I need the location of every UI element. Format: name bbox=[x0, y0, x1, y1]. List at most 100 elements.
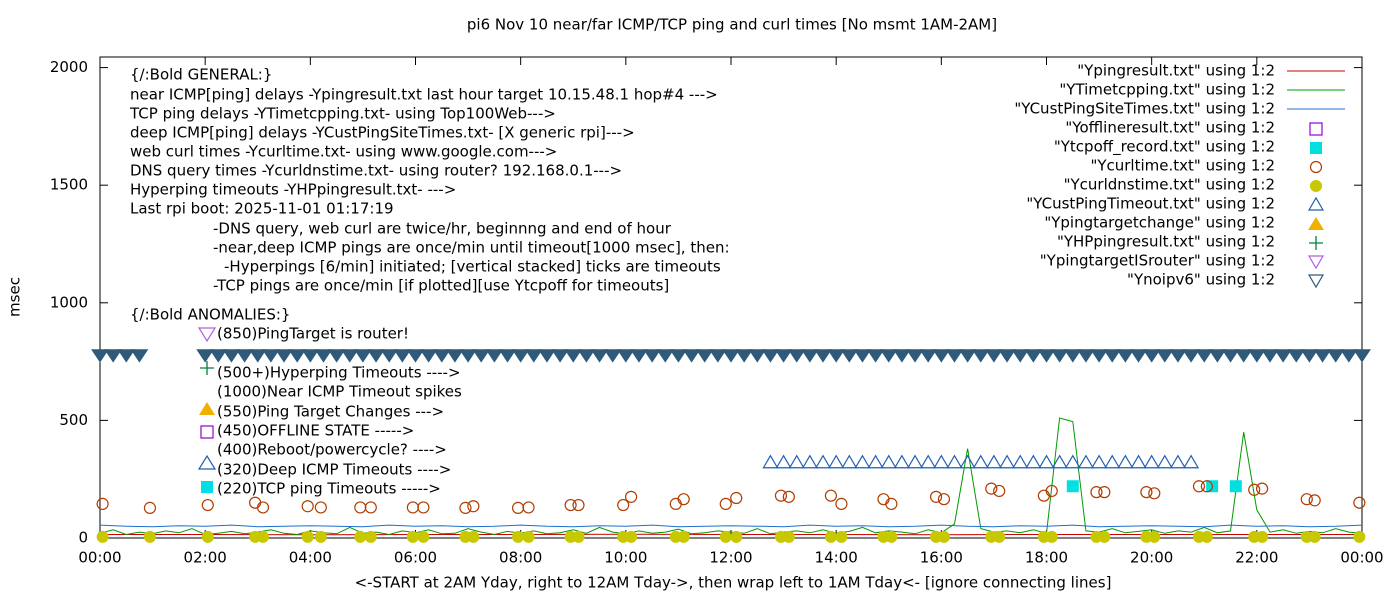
marker-down-triangle bbox=[564, 349, 583, 363]
marker-dot bbox=[824, 530, 837, 543]
annotation-markers bbox=[197, 327, 217, 493]
marker-down-triangle bbox=[1195, 349, 1214, 363]
y-axis-label: msec bbox=[6, 277, 24, 317]
legend-label: "Ytcpoff_record.txt" using 1:2 bbox=[1054, 138, 1275, 157]
marker-down-triangle bbox=[393, 349, 412, 363]
marker-circle bbox=[782, 490, 795, 503]
marker-down-triangle bbox=[616, 349, 635, 363]
marker-down-triangle bbox=[866, 349, 885, 363]
marker-down-triangle bbox=[919, 349, 938, 363]
marker-triangle bbox=[946, 454, 963, 469]
marker-down-triangle bbox=[196, 349, 215, 363]
marker-down-triangle bbox=[590, 349, 609, 363]
marker-circle bbox=[301, 500, 314, 513]
marker-triangle bbox=[906, 454, 924, 469]
marker-down-triangle bbox=[459, 349, 478, 363]
annotation: (220)TCP ping Timeouts -----> bbox=[217, 480, 441, 498]
annotation: -near,deep ICMP pings are once/min until… bbox=[213, 239, 730, 257]
marker-circle bbox=[624, 490, 638, 503]
marker-circle bbox=[1090, 486, 1103, 499]
marker-triangle bbox=[1308, 217, 1324, 230]
marker-down-triangle bbox=[708, 349, 727, 363]
marker-triangle bbox=[1091, 454, 1108, 469]
annotation: -DNS query, web curl are twice/hr, begin… bbox=[213, 220, 672, 238]
legend-label: "YpingtargetISrouter" using 1:2 bbox=[1040, 252, 1275, 270]
annotation: TCP ping delays -YTimetcpping.txt- using… bbox=[129, 105, 556, 123]
annotation-marker bbox=[200, 361, 214, 375]
marker-circle bbox=[467, 500, 480, 513]
legend-label: "Ycurltime.txt" using 1:2 bbox=[1090, 157, 1275, 175]
marker-triangle bbox=[1117, 454, 1134, 469]
marker-down-triangle bbox=[1024, 349, 1043, 363]
marker-triangle bbox=[762, 454, 779, 469]
marker-down-triangle bbox=[998, 349, 1016, 363]
marker-triangle bbox=[972, 454, 989, 469]
marker-down-triangle bbox=[301, 349, 320, 363]
marker-down-triangle bbox=[1326, 349, 1345, 363]
legend-label: "YCustPingTimeout.txt" using 1:2 bbox=[1026, 195, 1275, 213]
marker-down-triangle bbox=[1234, 349, 1253, 363]
marker-down-triangle bbox=[524, 349, 543, 363]
marker-down-triangle bbox=[1339, 349, 1358, 363]
marker-triangle bbox=[867, 454, 884, 469]
marker-square bbox=[1309, 122, 1323, 136]
marker-triangle bbox=[828, 454, 845, 469]
x-tick-label: 14:00 bbox=[815, 549, 858, 567]
marker-circle bbox=[835, 497, 848, 510]
legend-label: "Ypingresult.txt" using 1:2 bbox=[1077, 62, 1275, 80]
marker-circle bbox=[459, 501, 472, 514]
marker-down-triangle bbox=[840, 349, 859, 363]
marker-dot bbox=[406, 530, 419, 543]
marker-down-triangle bbox=[1208, 349, 1227, 363]
legend-label: "YCustPingSiteTimes.txt" using 1:2 bbox=[1014, 100, 1275, 118]
marker-triangle bbox=[1307, 196, 1325, 211]
marker-down-triangle bbox=[1307, 255, 1325, 270]
marker-down-triangle bbox=[1103, 349, 1122, 363]
marker-circle bbox=[564, 498, 577, 512]
marker-circle bbox=[201, 498, 214, 512]
marker-down-triangle bbox=[958, 349, 977, 363]
marker-dot bbox=[677, 530, 690, 543]
marker-dot bbox=[1308, 530, 1321, 543]
marker-down-triangle bbox=[1155, 349, 1174, 363]
marker-down-triangle bbox=[603, 349, 622, 363]
marker-circle bbox=[1308, 494, 1321, 507]
annotation: -Hyperpings [6/min] initiated; [vertical… bbox=[224, 258, 721, 276]
legend-label: "YTimetcpping.txt" using 1:2 bbox=[1059, 81, 1275, 99]
marker-down-triangle bbox=[1287, 349, 1306, 363]
marker-down-triangle bbox=[722, 349, 740, 363]
marker-down-triangle bbox=[222, 349, 241, 363]
annotation-marker bbox=[197, 454, 217, 470]
marker-circle bbox=[256, 501, 270, 514]
marker-down-triangle bbox=[1274, 349, 1293, 363]
marker-triangle bbox=[1169, 454, 1187, 469]
marker-circle bbox=[143, 501, 157, 514]
marker-triangle bbox=[1183, 454, 1200, 469]
x-tick-label: 22:00 bbox=[1235, 549, 1278, 567]
marker-down-triangle bbox=[984, 349, 1003, 363]
x-tick-label: 08:00 bbox=[499, 549, 542, 567]
marker-triangle bbox=[933, 454, 950, 469]
marker-dot bbox=[1310, 180, 1322, 192]
annotation: {/:Bold GENERAL:} bbox=[130, 66, 272, 84]
marker-down-triangle bbox=[1037, 349, 1056, 363]
legend-label: "Ypingtargetchange" using 1:2 bbox=[1044, 214, 1275, 232]
marker-down-triangle bbox=[1011, 349, 1030, 363]
marker-down-triangle bbox=[1353, 349, 1371, 363]
y-tick-label: 500 bbox=[59, 411, 88, 429]
marker-down-triangle bbox=[432, 349, 451, 363]
marker-down-triangle bbox=[551, 349, 570, 363]
marker-down-triangle bbox=[800, 349, 819, 363]
marker-circle bbox=[885, 497, 898, 510]
marker-circle bbox=[993, 484, 1006, 498]
marker-down-triangle bbox=[1307, 274, 1325, 289]
marker-dot bbox=[1353, 530, 1366, 543]
legend-label: "Yofflineresult.txt" using 1:2 bbox=[1065, 119, 1275, 137]
marker-down-triangle bbox=[367, 349, 385, 363]
marker-dot bbox=[522, 530, 535, 543]
x-axis-label: <-START at 2AM Yday, right to 12AM Tday-… bbox=[355, 574, 1112, 592]
marker-circle bbox=[1098, 486, 1111, 499]
marker-down-triangle bbox=[1182, 349, 1201, 363]
marker-dot bbox=[719, 530, 732, 543]
